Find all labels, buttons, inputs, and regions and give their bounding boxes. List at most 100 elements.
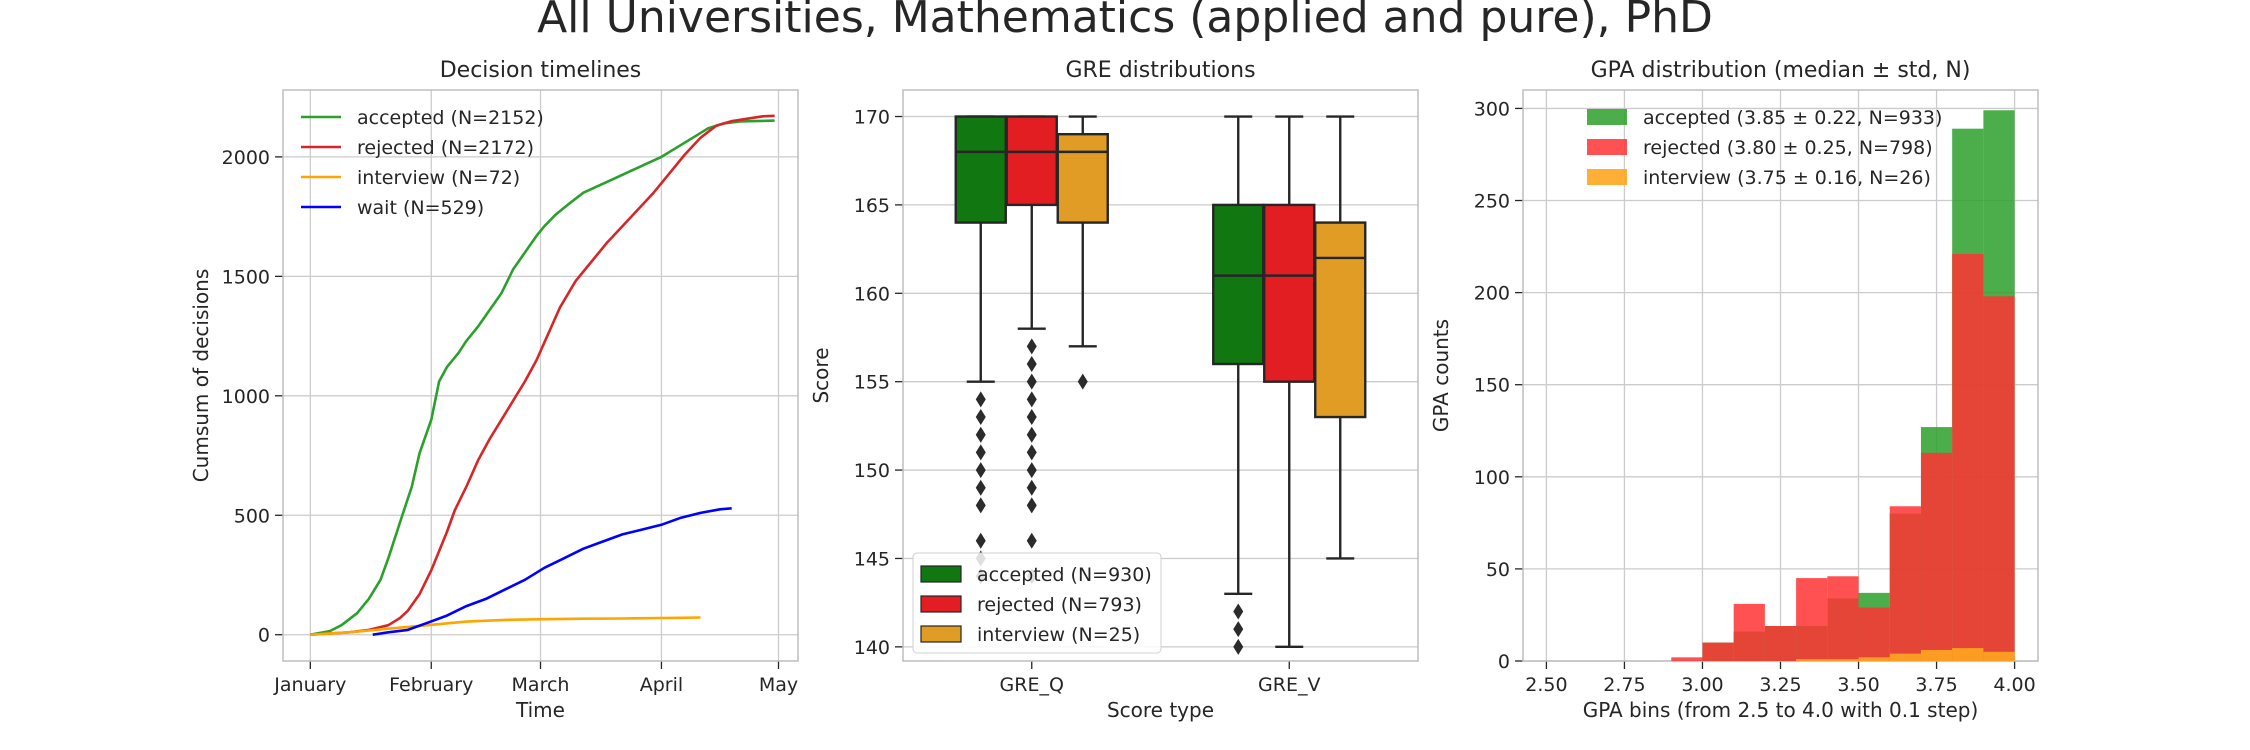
outlier-point — [1026, 497, 1037, 514]
legend-swatch — [920, 625, 962, 643]
legend-swatch — [1587, 169, 1627, 185]
outlier-point — [975, 391, 986, 408]
histogram-bar — [1796, 578, 1828, 661]
y-tick-label: 155 — [854, 372, 890, 394]
x-tick-label: GRE_Q — [1000, 674, 1064, 696]
y-tick-label: 165 — [854, 195, 890, 217]
box — [1212, 203, 1265, 366]
outlier-point — [975, 409, 986, 426]
chart-title: Decision timelines — [440, 58, 642, 83]
x-tick-label: 3.75 — [1915, 674, 1957, 696]
y-tick-label: 160 — [854, 283, 890, 305]
y-tick-label: 0 — [1498, 651, 1510, 673]
box — [1005, 115, 1058, 207]
histogram-bar — [1858, 607, 1890, 661]
x-tick-label: April — [640, 674, 683, 696]
legend-entry: accepted (N=930) — [977, 564, 1152, 586]
histogram-bar — [1827, 659, 1859, 661]
outlier-point — [1026, 409, 1037, 426]
y-tick-label: 1500 — [222, 266, 270, 288]
legend-swatch — [920, 565, 962, 583]
x-tick-label: May — [759, 674, 798, 696]
gpa-distribution-chart: GPA distribution (median ± std, N) GPA bi… — [1429, 58, 2039, 722]
y-tick-label: 170 — [854, 107, 890, 129]
plot-border — [902, 89, 1419, 662]
outlier-point — [975, 532, 986, 549]
histogram-bar — [1920, 649, 1953, 661]
outlier-point — [1026, 479, 1037, 496]
x-tick-label: 3.50 — [1837, 674, 1879, 696]
x-axis-label: Score type — [1107, 698, 1214, 722]
histogram-bar — [1983, 651, 2015, 661]
legend-entry: interview (N=25) — [977, 624, 1140, 646]
box — [1263, 203, 1316, 383]
y-tick-label: 150 — [854, 460, 890, 482]
histogram-bar — [1733, 603, 1765, 661]
outlier-point — [1026, 356, 1037, 373]
series-line — [310, 114, 775, 636]
outlier-point — [1233, 603, 1244, 620]
y-tick-label: 150 — [1474, 375, 1510, 397]
series-line — [310, 616, 701, 636]
histogram-bar — [1920, 452, 1953, 661]
plot-border — [282, 89, 799, 662]
y-tick-label: 250 — [1474, 191, 1510, 213]
box — [954, 115, 1007, 224]
histogram-bar — [1827, 576, 1859, 661]
decision-timelines-chart: Decision timelines Time Cumsum of decision… — [189, 58, 799, 722]
legend-swatch — [1587, 139, 1627, 155]
box — [1314, 221, 1367, 419]
series-line — [372, 507, 732, 636]
legend-entry: rejected (N=793) — [977, 594, 1142, 616]
outlier-point — [1026, 373, 1037, 390]
outlier-point — [1026, 462, 1037, 479]
y-tick-label: 500 — [234, 505, 270, 527]
outlier-point — [1233, 638, 1244, 655]
outlier-point — [1026, 444, 1037, 461]
legend-entry: rejected (3.80 ± 0.25, N=798) — [1643, 137, 1933, 159]
chart-title: GRE distributions — [1065, 58, 1255, 83]
histogram-bar — [1952, 253, 1984, 661]
outlier-point — [975, 497, 986, 514]
y-tick-label: 2000 — [222, 147, 270, 169]
histogram-bar — [1889, 506, 1921, 661]
histogram-bar — [1764, 626, 1797, 661]
legend-swatch — [920, 595, 962, 613]
histogram-bar — [1983, 296, 2015, 661]
outlier-point — [975, 426, 986, 443]
outlier-point — [1077, 373, 1088, 390]
legend-swatch — [1587, 109, 1627, 125]
x-tick-label: February — [389, 674, 473, 696]
legend-entry: rejected (N=2172) — [357, 137, 534, 159]
gre-distributions-chart: GRE distributions Score type Score 140 145 15… — [809, 58, 1419, 722]
histogram-bar — [1702, 642, 1734, 661]
histogram-bar — [1858, 657, 1890, 661]
outlier-point — [975, 462, 986, 479]
outlier-point — [1026, 426, 1037, 443]
y-tick-label: 50 — [1486, 559, 1510, 581]
figure-title: All Universities, Mathematics (applied a… — [537, 0, 1713, 43]
histogram-bar — [1671, 657, 1703, 661]
chart-title: GPA distribution (median ± std, N) — [1591, 58, 1971, 83]
x-tick-label: 4.00 — [1993, 674, 2035, 696]
y-axis-label: GPA counts — [1429, 319, 1453, 432]
y-axis-label: Score — [809, 347, 833, 403]
series-line — [310, 119, 775, 636]
outlier-point — [975, 444, 986, 461]
y-tick-label: 100 — [1474, 467, 1510, 489]
x-tick-label: January — [273, 674, 346, 696]
y-tick-label: 1000 — [222, 386, 270, 408]
legend-entry: wait (N=529) — [357, 197, 484, 219]
histogram-bar — [1796, 659, 1828, 661]
y-tick-label: 200 — [1474, 283, 1510, 305]
y-tick-label: 0 — [258, 625, 270, 647]
legend-entry: interview (N=72) — [357, 167, 520, 189]
x-tick-label: GRE_V — [1258, 674, 1320, 696]
x-tick-label: 2.75 — [1603, 674, 1645, 696]
y-axis-label: Cumsum of decisions — [189, 269, 213, 483]
outlier-point — [1233, 621, 1244, 638]
x-axis-label: GPA bins (from 2.5 to 4.0 with 0.1 step) — [1583, 698, 1979, 722]
x-tick-label: 3.25 — [1759, 674, 1801, 696]
y-tick-label: 145 — [854, 548, 890, 570]
